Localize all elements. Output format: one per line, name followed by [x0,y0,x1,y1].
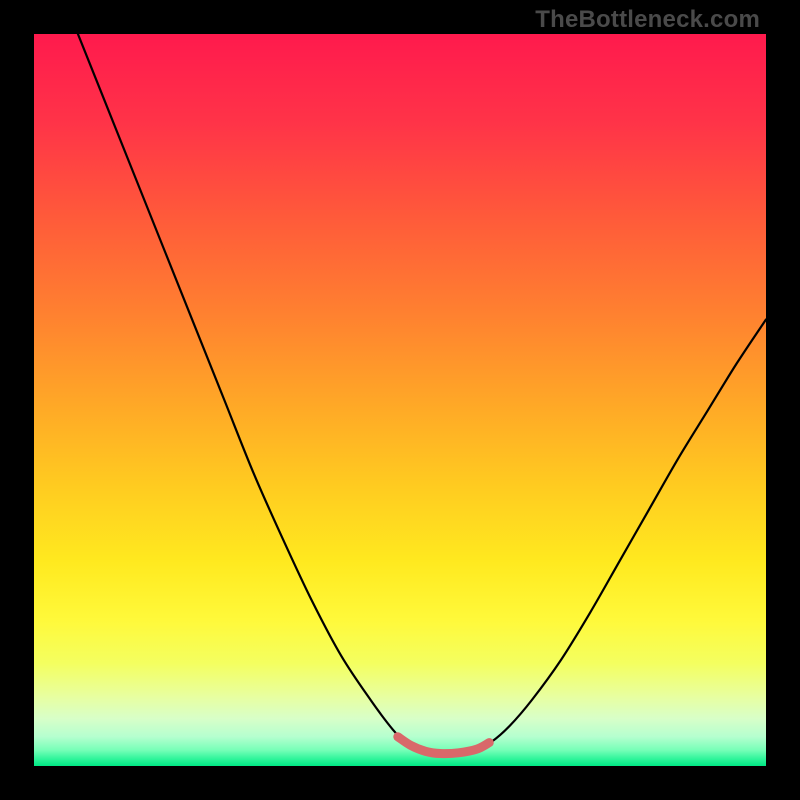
plot-area [34,34,766,766]
chart-svg [34,34,766,766]
gradient-background [34,34,766,766]
attribution-label: TheBottleneck.com [535,6,760,34]
frame-border-left [0,0,34,800]
frame-border-right [766,0,800,800]
chart-frame: TheBottleneck.com [0,0,800,800]
frame-border-bottom [0,766,800,800]
